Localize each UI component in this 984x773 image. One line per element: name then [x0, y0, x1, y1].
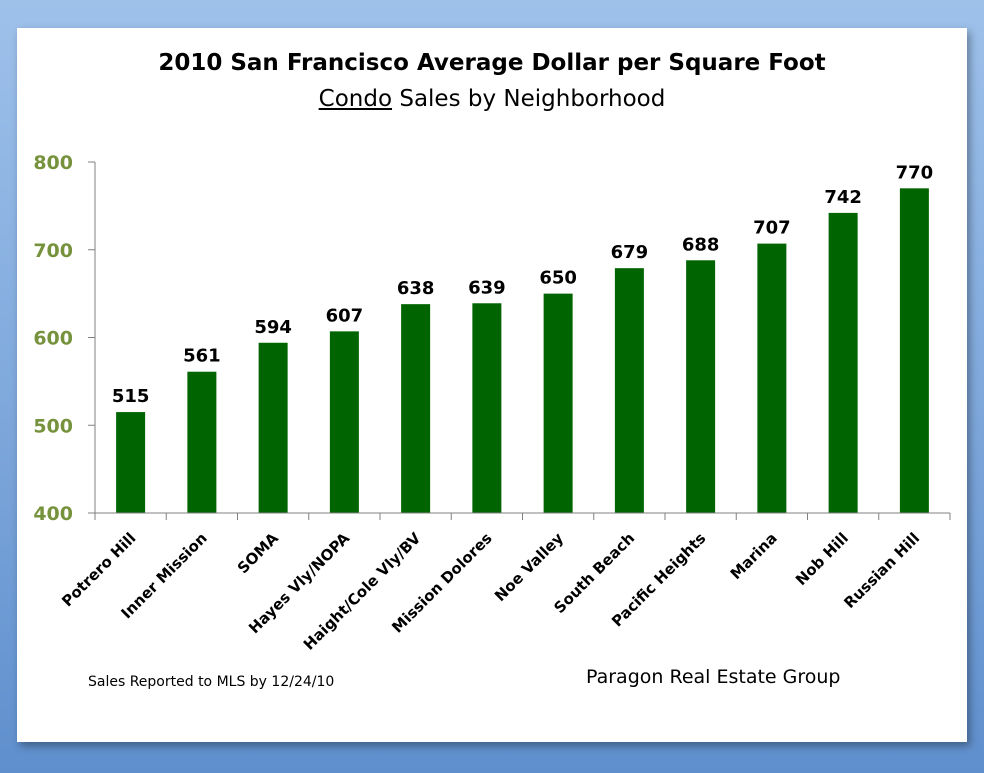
y-tick-label: 400 — [33, 503, 73, 525]
x-tick-label: Noe Valley — [491, 529, 567, 605]
data-label: 707 — [753, 218, 791, 239]
bar — [329, 331, 359, 513]
chart-subtitle-emphasis: Condo — [318, 86, 393, 112]
x-tick-label: Haight/Cole Vly/BV — [300, 529, 425, 654]
data-label: 650 — [539, 268, 577, 289]
data-label: 515 — [112, 386, 150, 407]
chart-subtitle: Condo Sales by Neighborhood — [0, 86, 984, 112]
bar — [258, 342, 288, 513]
chart-subtitle-rest: Sales by Neighborhood — [392, 86, 666, 112]
bar — [187, 371, 217, 513]
source-note: Sales Reported to MLS by 12/24/10 — [88, 674, 335, 690]
bar — [686, 260, 716, 513]
bar — [899, 188, 929, 513]
bars: 515 561 594 607 638 639 650 679 688 707 742 770 — [112, 162, 934, 514]
bar — [614, 268, 644, 513]
brand-label: Paragon Real Estate Group — [586, 666, 841, 688]
x-tick-label: Potrero Hill — [58, 529, 139, 610]
bar — [543, 293, 573, 513]
y-tick-label: 500 — [33, 415, 73, 437]
x-tick-label: Nob Hill — [792, 529, 852, 589]
data-label: 594 — [254, 317, 292, 338]
bar — [116, 412, 146, 513]
x-tick-label: Marina — [727, 529, 781, 583]
bar — [472, 303, 502, 513]
x-tick-label: Russian Hill — [840, 529, 923, 612]
bar — [401, 304, 431, 513]
data-label: 688 — [682, 234, 720, 255]
y-tick-label: 600 — [33, 328, 73, 350]
data-label: 639 — [468, 277, 506, 298]
data-label: 770 — [896, 162, 934, 183]
y-axis: 400 500 600 700 800 — [33, 152, 96, 525]
bar — [757, 243, 787, 514]
bar — [828, 212, 858, 513]
y-tick-label: 800 — [33, 152, 73, 174]
x-tick-label: SOMA — [234, 529, 282, 577]
data-label: 607 — [326, 305, 364, 326]
data-label: 561 — [183, 346, 221, 367]
data-label: 638 — [397, 278, 435, 299]
chart-title: 2010 San Francisco Average Dollar per Sq… — [158, 50, 826, 76]
data-label: 679 — [611, 242, 649, 263]
data-label: 742 — [824, 187, 862, 208]
y-tick-label: 700 — [33, 240, 73, 262]
